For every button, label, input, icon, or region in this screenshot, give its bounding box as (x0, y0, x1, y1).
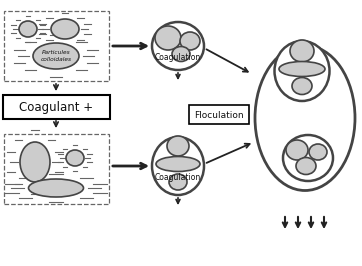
Ellipse shape (20, 142, 50, 182)
Ellipse shape (19, 21, 37, 37)
FancyBboxPatch shape (3, 95, 110, 119)
Ellipse shape (155, 26, 181, 50)
Ellipse shape (309, 144, 327, 160)
Ellipse shape (290, 40, 314, 62)
Ellipse shape (156, 156, 200, 172)
Text: Coagulant +: Coagulant + (19, 101, 93, 114)
Ellipse shape (255, 45, 355, 190)
Ellipse shape (274, 41, 329, 101)
Ellipse shape (296, 157, 316, 174)
Ellipse shape (33, 43, 79, 69)
Ellipse shape (66, 150, 84, 166)
Ellipse shape (51, 19, 79, 39)
Ellipse shape (169, 174, 187, 190)
Text: Coagulation: Coagulation (155, 172, 201, 181)
Ellipse shape (152, 22, 204, 70)
Text: Coagulation: Coagulation (155, 53, 201, 63)
Ellipse shape (283, 135, 333, 181)
Ellipse shape (152, 137, 204, 195)
Ellipse shape (292, 77, 312, 94)
Ellipse shape (279, 61, 325, 77)
Ellipse shape (286, 140, 308, 160)
Ellipse shape (180, 32, 200, 50)
Ellipse shape (167, 136, 189, 156)
Ellipse shape (172, 47, 190, 61)
Ellipse shape (29, 179, 84, 197)
FancyBboxPatch shape (189, 105, 249, 124)
Text: Floculation: Floculation (194, 110, 244, 119)
Text: Particules
colloidales: Particules colloidales (41, 50, 72, 62)
